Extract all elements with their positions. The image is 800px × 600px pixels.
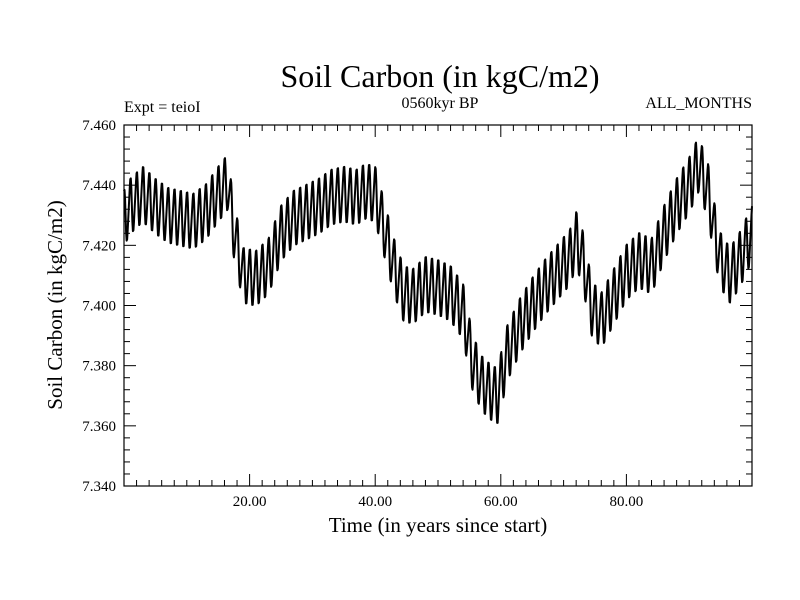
y-tick-label: 7.340 [82,479,116,495]
x-tick-label: 20.00 [233,494,267,510]
months-label: ALL_MONTHS [645,95,752,112]
plot-frame [123,124,753,487]
y-tick-label: 7.420 [82,238,116,254]
soil-carbon-series-line [123,141,753,424]
y-tick-label: 7.460 [82,118,116,134]
chart-subtitle: 0560kyr BP [402,95,479,112]
x-tick-label: 80.00 [610,494,644,510]
chart-title: Soil Carbon (in kgC/m2) [280,58,599,94]
y-tick-label: 7.400 [82,299,116,315]
x-tick-label: 40.00 [358,494,392,510]
y-axis-label: Soil Carbon (in kgC/m2) [43,200,67,409]
y-tick-label: 7.440 [82,178,116,194]
experiment-label: Expt = teioI [124,99,201,116]
y-tick-label: 7.360 [82,419,116,435]
axis-ticks [124,125,752,486]
tick-labels: 20.00 40.00 60.00 80.00 7.340 7.360 7.380 7.400… [82,118,643,510]
x-tick-label: 60.00 [484,494,518,510]
y-tick-label: 7.380 [82,359,116,375]
x-axis-label: Time (in years since start) [329,513,548,537]
